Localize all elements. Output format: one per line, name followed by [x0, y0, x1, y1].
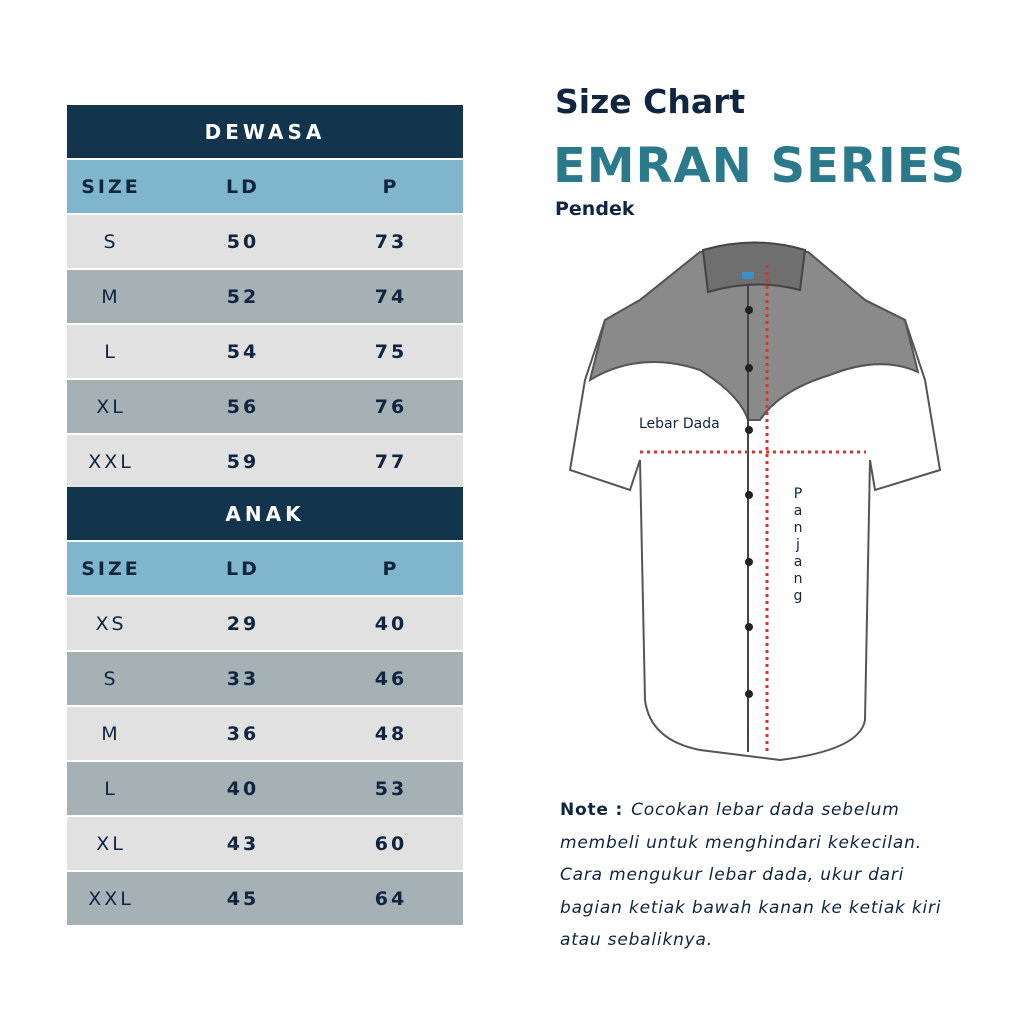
table-row: M 52 74 — [67, 270, 463, 323]
table-row: XL 43 60 — [67, 817, 463, 870]
title: Size Chart — [555, 82, 746, 121]
note: Note : Cocokan lebar dada sebelum membeli… — [560, 794, 970, 957]
cell: 40 — [374, 612, 408, 635]
cell: 74 — [374, 285, 408, 308]
cell: XL — [96, 395, 126, 418]
cell: 76 — [374, 395, 408, 418]
table-row: XS 29 40 — [67, 597, 463, 650]
cell: 56 — [226, 395, 260, 418]
column-header: P — [382, 557, 400, 580]
cell: 36 — [226, 722, 260, 745]
cell: 77 — [374, 450, 408, 473]
cell: 75 — [374, 340, 408, 363]
cell: XL — [96, 832, 126, 855]
cell: 33 — [226, 667, 260, 690]
table-row: S 33 46 — [67, 652, 463, 705]
cell: 46 — [374, 667, 408, 690]
cell: 59 — [226, 450, 260, 473]
cell: S — [103, 667, 119, 690]
cell: 45 — [226, 887, 260, 910]
cell: M — [101, 722, 121, 745]
note-label: Note : — [560, 800, 624, 820]
cell: 40 — [226, 777, 260, 800]
table-row: S 50 73 — [67, 215, 463, 268]
column-header: SIZE — [81, 175, 141, 198]
size-table: ANAK SIZE LD P XS 29 40 S 33 46 M 36 48 L 40 53 XL 43 60 XX… — [67, 487, 463, 927]
variant: Pendek — [555, 198, 635, 220]
cell: L — [104, 340, 118, 363]
chest-label: Lebar Dada — [639, 416, 720, 432]
table-row: XXL 59 77 — [67, 435, 463, 488]
column-header: SIZE — [81, 557, 141, 580]
note-text: Cocokan lebar dada sebelum membeli untuk… — [560, 800, 942, 950]
cell: S — [103, 230, 119, 253]
cell: 53 — [374, 777, 408, 800]
cell: 54 — [226, 340, 260, 363]
cell: 48 — [374, 722, 408, 745]
buttons — [745, 306, 753, 698]
cell: XXL — [88, 887, 134, 910]
table-row: L 54 75 — [67, 325, 463, 378]
table-row: XXL 45 64 — [67, 872, 463, 925]
cell: XXL — [88, 450, 134, 473]
length-label: Panjang — [790, 486, 806, 605]
column-header: LD — [226, 557, 260, 580]
cell: 50 — [226, 230, 260, 253]
size-table: DEWASA SIZE LD P S 50 73 M 52 74 L 54 75 XL 56 76 XXL 59 7… — [67, 105, 463, 490]
cell: L — [104, 777, 118, 800]
column-header: P — [382, 175, 400, 198]
table-row: L 40 53 — [67, 762, 463, 815]
cell: 73 — [374, 230, 408, 253]
cell: 43 — [226, 832, 260, 855]
header-row: SIZE LD P — [67, 160, 463, 213]
cell: M — [101, 285, 121, 308]
cell: 29 — [226, 612, 260, 635]
table-row: XL 56 76 — [67, 380, 463, 433]
header-row: SIZE LD P — [67, 542, 463, 595]
cell: 64 — [374, 887, 408, 910]
cell: 52 — [226, 285, 260, 308]
column-header: LD — [226, 175, 260, 198]
table-title: ANAK — [67, 487, 463, 540]
table-title: DEWASA — [67, 105, 463, 158]
table-row: M 36 48 — [67, 707, 463, 760]
series-name: EMRAN SERIES — [553, 138, 967, 194]
cell: XS — [95, 612, 127, 635]
cell: 60 — [374, 832, 408, 855]
